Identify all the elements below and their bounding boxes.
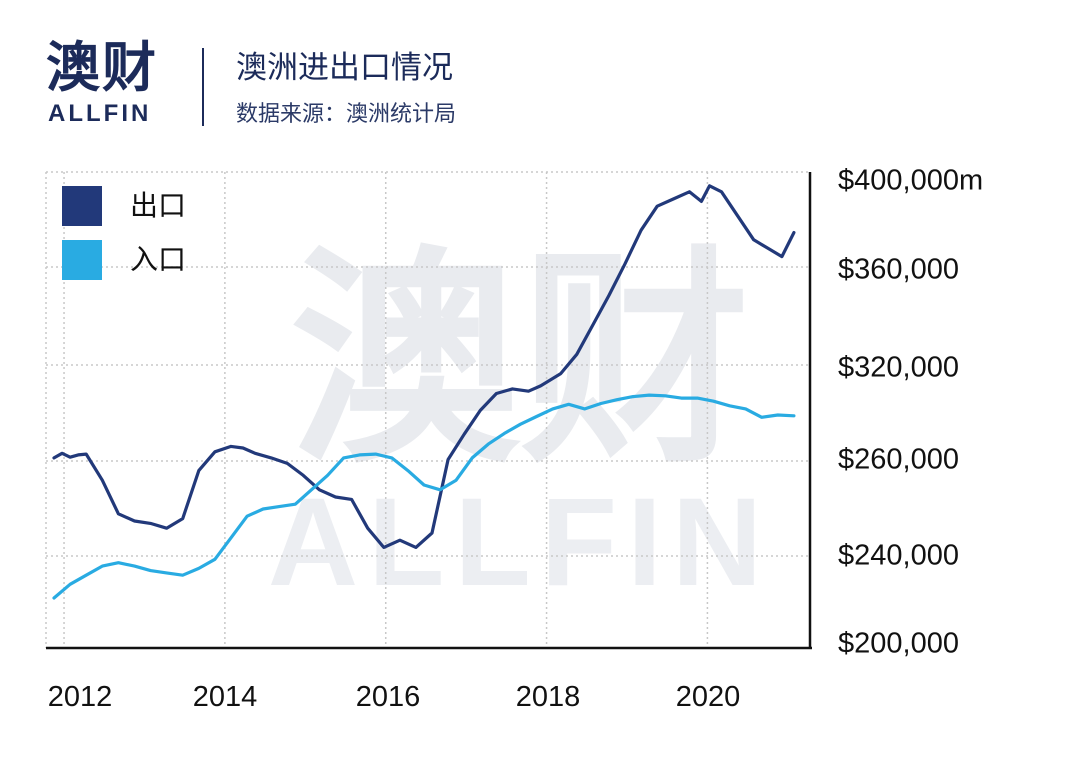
chart-title: 澳洲进出口情况 xyxy=(236,50,453,86)
legend-swatch-exports xyxy=(62,186,102,226)
grid-lines xyxy=(45,171,810,648)
y-tick-label: $260,000 xyxy=(838,444,959,476)
y-tick-label: $320,000 xyxy=(838,352,959,384)
watermark-cn: 澳财 xyxy=(290,228,750,495)
chart-source: 数据来源：澳洲统计局 xyxy=(236,102,457,127)
logo-chinese-text: 澳财 xyxy=(46,36,158,99)
series-line-exports xyxy=(52,184,796,550)
y-tick-label: $240,000 xyxy=(838,540,959,572)
y-tick-label: $400,000m xyxy=(838,165,983,197)
y-tick-label: $360,000 xyxy=(838,254,959,286)
x-tick-label: 2016 xyxy=(356,681,421,713)
legend-label-exports: 出口 xyxy=(130,189,186,222)
series-line-imports xyxy=(52,393,796,600)
axes xyxy=(46,172,812,650)
brand-logo: 澳财 ALLFIN xyxy=(46,38,196,128)
legend-label-imports: 入口 xyxy=(130,243,186,276)
series-layer xyxy=(52,184,796,600)
watermark-en: ALLFIN xyxy=(268,473,772,612)
logo-english-text: ALLFIN xyxy=(48,100,152,127)
x-tick-label: 2020 xyxy=(676,681,741,713)
watermark: 澳财 ALLFIN xyxy=(268,228,772,612)
header-divider xyxy=(202,48,204,126)
legend-swatch-imports xyxy=(62,240,102,280)
x-tick-label: 2014 xyxy=(193,681,258,713)
tick-labels: $200,000 $240,000 $260,000 $320,000 $360,000… xyxy=(48,165,983,713)
x-tick-label: 2018 xyxy=(516,681,581,713)
x-tick-label: 2012 xyxy=(48,681,113,713)
y-tick-label: $200,000 xyxy=(838,628,959,660)
